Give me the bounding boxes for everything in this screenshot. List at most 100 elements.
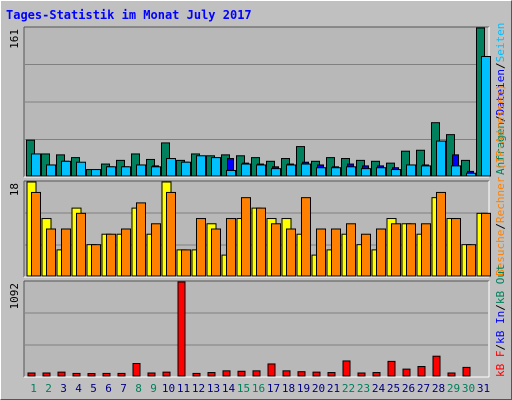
bar-rechner-ip-adressen--day-14 xyxy=(226,218,236,277)
legend-item: kB In xyxy=(494,311,507,344)
bar-rechner-ip-adressen--day-27 xyxy=(421,223,431,277)
bar-rechner-ip-adressen--day-3 xyxy=(61,228,71,277)
bar-kb-f-day-9 xyxy=(147,372,156,377)
bar-rechner-ip-adressen--day-7 xyxy=(121,228,131,277)
bar-seiten-day-4 xyxy=(76,161,86,177)
bar-seiten-day-9 xyxy=(151,166,161,177)
bar-kb-f-day-28 xyxy=(432,355,441,377)
bar-kb-f-day-23 xyxy=(357,372,366,377)
x-tick-label: 19 xyxy=(297,382,310,395)
bar-kb-f-day-16 xyxy=(252,370,261,377)
bar-rechner-ip-adressen--day-16 xyxy=(256,207,266,277)
bar-seiten-day-14 xyxy=(226,169,236,177)
bar-rechner-ip-adressen--day-28 xyxy=(436,191,446,277)
x-tick-label: 25 xyxy=(387,382,400,395)
x-tick-label: 1 xyxy=(30,382,37,395)
legend-item: kB Out xyxy=(494,264,507,304)
bar-seiten-day-8 xyxy=(136,164,146,177)
x-tick-label: 27 xyxy=(417,382,430,395)
x-tick-label: 17 xyxy=(267,382,280,395)
bar-kb-f-day-5 xyxy=(87,373,96,377)
bar-rechner-ip-adressen--day-21 xyxy=(331,228,341,277)
x-tick-label: 26 xyxy=(402,382,415,395)
bar-seiten-day-12 xyxy=(196,155,206,177)
bar-rechner-ip-adressen--day-1 xyxy=(31,191,41,277)
bar-kb-f-day-11 xyxy=(177,281,186,377)
bar-seiten-day-24 xyxy=(376,167,386,177)
y-max-label: 18 xyxy=(8,183,21,196)
bar-kb-f-day-12 xyxy=(192,372,201,377)
legend-item: Anfragen xyxy=(494,122,507,175)
bar-seiten-day-17 xyxy=(271,168,281,177)
bar-kb-f-day-30 xyxy=(462,366,471,377)
bar-kb-f-day-2 xyxy=(42,372,51,377)
bar-rechner-ip-adressen--day-13 xyxy=(211,228,221,277)
bar-seiten-day-25 xyxy=(391,169,401,177)
x-tick-label: 8 xyxy=(135,382,142,395)
bar-kb-f-day-17 xyxy=(267,363,276,377)
bar-kb-f-day-13 xyxy=(207,372,216,377)
legend-item: Besuche xyxy=(494,230,507,276)
legend-separator: / xyxy=(494,304,507,311)
bar-rechner-ip-adressen--day-18 xyxy=(286,228,296,277)
bar-seiten-day-6 xyxy=(106,166,116,177)
bar-seiten-day-7 xyxy=(121,166,131,177)
bar-anfragen-day-30 xyxy=(461,159,470,177)
bar-kb-f-day-14 xyxy=(222,370,231,377)
legend-separator: / xyxy=(494,344,507,351)
bar-kb-f-day-27 xyxy=(417,366,426,377)
bar-seiten-day-2 xyxy=(46,164,56,177)
bar-kb-f-day-20 xyxy=(312,371,321,377)
bar-kb-f-day-1 xyxy=(27,372,36,377)
bar-rechner-ip-adressen--day-8 xyxy=(136,202,146,277)
bar-seiten-day-11 xyxy=(181,161,191,177)
bar-anfragen-day-27 xyxy=(416,149,425,177)
bar-kb-f-day-29 xyxy=(447,372,456,377)
x-tick-label: 22 xyxy=(342,382,355,395)
bar-kb-f-day-7 xyxy=(117,372,126,377)
x-tick-label: 11 xyxy=(177,382,190,395)
x-tick-label: 7 xyxy=(120,382,127,395)
x-tick-label: 9 xyxy=(150,382,157,395)
bar-seiten-day-31 xyxy=(481,55,491,177)
bar-rechner-ip-adressen--day-30 xyxy=(466,244,476,277)
bar-seiten-day-27 xyxy=(421,165,431,177)
bar-seiten-day-28 xyxy=(436,140,446,177)
panel-top: 161 xyxy=(8,26,491,178)
x-tick-label: 29 xyxy=(447,382,460,395)
bar-kb-f-day-24 xyxy=(372,372,381,377)
x-tick-label: 24 xyxy=(372,382,386,395)
bar-seiten-day-20 xyxy=(316,167,326,177)
x-tick-label: 12 xyxy=(192,382,205,395)
bar-kb-f-day-15 xyxy=(237,370,246,377)
bar-kb-f-day-10 xyxy=(162,371,171,377)
x-tick-label: 16 xyxy=(252,382,265,395)
bar-rechner-ip-adressen--day-12 xyxy=(196,218,206,277)
bar-kb-f-day-25 xyxy=(387,360,396,377)
legend-top: Anfragen/Dateien/Seiten xyxy=(494,23,507,175)
bar-seiten-day-21 xyxy=(331,167,341,177)
bar-rechner-ip-adressen--day-17 xyxy=(271,223,281,277)
plot-area xyxy=(24,281,489,377)
bar-seiten-day-1 xyxy=(31,153,41,177)
bar-kb-f-day-18 xyxy=(282,370,291,377)
legend-item: kB F xyxy=(494,351,507,378)
x-tick-label: 23 xyxy=(357,382,370,395)
bar-kb-f-day-8 xyxy=(132,363,141,377)
legend-separator: / xyxy=(494,223,507,230)
x-tick-label: 30 xyxy=(462,382,475,395)
y-max-label: 161 xyxy=(8,29,21,49)
x-tick-label: 3 xyxy=(60,382,67,395)
x-tick-label: 14 xyxy=(222,382,236,395)
bar-rechner-ip-adressen--day-24 xyxy=(376,228,386,277)
bar-anfragen-day-26 xyxy=(401,150,410,177)
bar-rechner-ip-adressen--day-22 xyxy=(346,223,356,277)
bar-seiten-day-26 xyxy=(406,164,416,177)
bar-seiten-day-22 xyxy=(346,166,356,177)
bar-rechner-ip-adressen--day-26 xyxy=(406,223,416,277)
legend-separator: / xyxy=(494,62,507,69)
bar-kb-f-day-21 xyxy=(327,372,336,377)
bar-kb-f-day-22 xyxy=(342,360,351,377)
bar-rechner-ip-adressen--day-4 xyxy=(76,212,86,277)
